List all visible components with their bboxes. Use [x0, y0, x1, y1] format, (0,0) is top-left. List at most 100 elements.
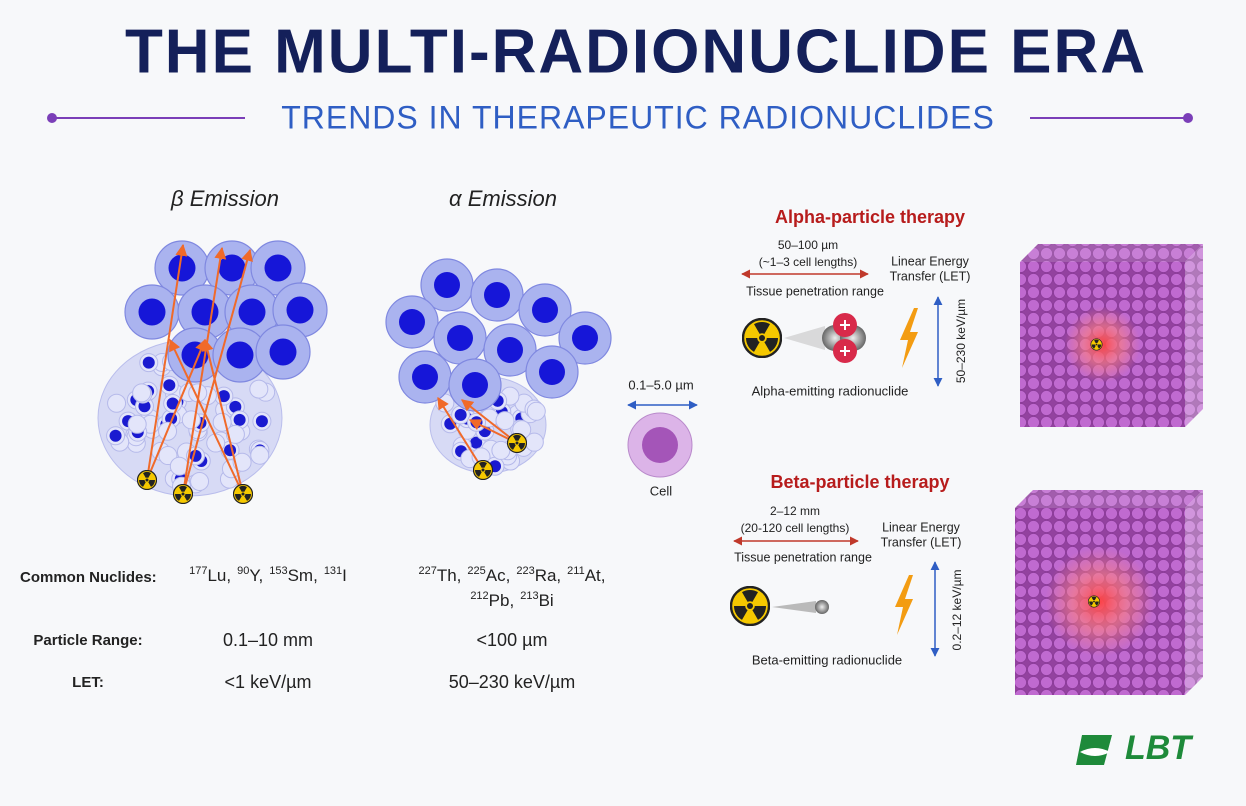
- tumor-cell: [181, 410, 201, 430]
- row-label: Particle Range:: [33, 632, 142, 649]
- range-label: Tissue penetration range: [746, 284, 884, 298]
- tumor-cell: [249, 379, 269, 399]
- tissue-side: [1185, 490, 1203, 695]
- nucleus: [454, 408, 467, 421]
- radionuclide-icon: [1090, 338, 1103, 351]
- nucleus: [412, 364, 438, 390]
- radionuclide-icon: [1088, 595, 1100, 608]
- let-label: Linear Energy: [882, 520, 961, 534]
- nucleus: [238, 298, 266, 326]
- range-value: 50–100 µm: [778, 238, 838, 252]
- element-symbol: Y,: [249, 566, 263, 585]
- radionuclide-icon: [507, 433, 527, 453]
- therapy-panels: Alpha-particle therapy 50–100 µm (~1–3 cel…: [730, 207, 1203, 695]
- element-symbol: Ac,: [486, 566, 511, 585]
- damage-glow: [1045, 546, 1155, 657]
- subtitle-rule: [47, 113, 1193, 123]
- mass-number: 131: [324, 565, 342, 577]
- let-label: Linear Energy: [891, 254, 970, 268]
- nucleus: [264, 254, 292, 282]
- mass-number: 177: [189, 565, 207, 577]
- radionuclide-icon: [233, 484, 253, 504]
- logo-text: LBT: [1125, 729, 1194, 767]
- nucleus: [572, 325, 598, 351]
- nucleus: [497, 337, 523, 363]
- nucleus: [191, 298, 219, 326]
- mass-number: 227: [418, 565, 436, 577]
- tumor-cell: [526, 401, 546, 421]
- let-label: Transfer (LET): [890, 269, 971, 283]
- nucleus: [226, 341, 254, 369]
- nuclide-line: 177Lu, 90Y, 153Sm, 131I: [189, 565, 347, 586]
- range-note: (20-120 cell lengths): [741, 521, 850, 535]
- element-symbol: I: [342, 566, 347, 585]
- nucleus: [168, 254, 196, 282]
- energy-bolt: [900, 308, 918, 368]
- title: THE MULTI-RADIONUCLIDE ERA: [125, 17, 1147, 86]
- cell-clusters: [97, 240, 612, 504]
- beta-value: 0.1–10 mm: [223, 630, 313, 650]
- plus-sign: [840, 320, 850, 330]
- mass-number: 225: [467, 565, 485, 577]
- tumor-cell: [132, 383, 152, 403]
- tissue-top: [1020, 244, 1203, 262]
- damage-glow: [1064, 306, 1141, 383]
- element-symbol: Sm,: [288, 566, 318, 585]
- radionuclide-icon: [730, 586, 770, 626]
- particle-track: [169, 338, 244, 495]
- cell-label: Cell: [650, 483, 673, 498]
- plus-sign: [840, 346, 850, 356]
- beta-value: <1 keV/µm: [225, 672, 312, 692]
- tissue-side: [1185, 244, 1203, 427]
- let-value: 0.2–12 keV/µm: [950, 570, 964, 651]
- element-symbol: Pb,: [489, 591, 515, 610]
- particle-trail: [784, 326, 825, 350]
- element-symbol: At,: [585, 566, 606, 585]
- nucleus: [233, 413, 246, 426]
- electron: [815, 600, 829, 614]
- particle-track: [182, 246, 227, 495]
- logo: LBT: [1076, 729, 1194, 767]
- element-symbol: Th,: [437, 566, 462, 585]
- mass-number: 223: [516, 565, 534, 577]
- nucleus: [434, 272, 460, 298]
- nucleus: [399, 309, 425, 335]
- cell-diagram: [627, 400, 698, 478]
- nucleus: [229, 400, 242, 413]
- alpha-heading: α Emission: [449, 186, 557, 211]
- nuclides: 177Lu, 90Y, 153Sm, 131I 227Th, 225Ac, 223Ra, 21…: [189, 565, 605, 611]
- nucleus: [470, 436, 483, 449]
- element-symbol: Lu,: [207, 566, 231, 585]
- let-value: 50–230 keV/µm: [954, 299, 968, 383]
- particle-track: [461, 399, 518, 444]
- subtitle: TRENDS IN THERAPEUTIC RADIONUCLIDES: [281, 99, 995, 135]
- tissue-top: [1015, 490, 1203, 508]
- nucleus: [163, 379, 176, 392]
- cell-size: 0.1–5.0 µm: [628, 377, 693, 392]
- tumor-cell: [495, 411, 515, 431]
- nucleus: [286, 296, 314, 324]
- element-symbol: Ra,: [535, 566, 561, 585]
- nucleus: [138, 298, 166, 326]
- alpha-value: <100 µm: [477, 630, 548, 650]
- particle-track: [146, 338, 207, 481]
- particle-track: [146, 243, 188, 481]
- radionuclide-icon: [742, 318, 782, 358]
- particle-track: [437, 396, 484, 471]
- let-label: Transfer (LET): [881, 535, 962, 549]
- energy-bolt: [895, 575, 913, 635]
- nuclide-line: 227Th, 225Ac, 223Ra, 211At,: [418, 565, 605, 586]
- range-label: Tissue penetration range: [734, 550, 872, 564]
- nucleus: [484, 282, 510, 308]
- tumor-cell: [190, 471, 210, 491]
- tumor-cell: [107, 393, 127, 413]
- nucleus: [269, 338, 297, 366]
- tumor-cell: [491, 440, 511, 460]
- range-value: 2–12 mm: [770, 504, 820, 518]
- panel-title: Beta-particle therapy: [770, 472, 949, 492]
- mass-number: 211: [567, 565, 585, 577]
- nucleus: [218, 254, 246, 282]
- element-symbol: Bi: [539, 591, 554, 610]
- nucleus: [462, 372, 488, 398]
